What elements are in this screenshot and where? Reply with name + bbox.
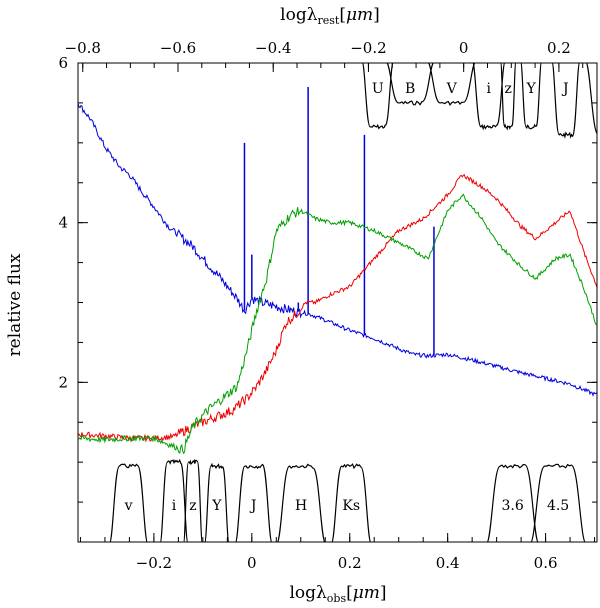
x-tick-label-3: 0.4 — [436, 554, 460, 572]
bottom-filter-label-Ks: Ks — [342, 498, 360, 514]
bottom-filter-label-3.6: 3.6 — [502, 498, 524, 514]
bottom-filter-curve-H — [277, 463, 326, 542]
top-filter-label-z: z — [505, 81, 512, 97]
top-tick-label-2: −0.4 — [255, 39, 291, 57]
top-filter-curve-B — [386, 63, 434, 106]
bottom-filter-curve-Y — [204, 462, 230, 542]
spectra — [78, 86, 597, 455]
bottom-axis-title-unit-open: [ — [346, 583, 353, 603]
bottom-axis-title-unit-close: ] — [380, 583, 387, 603]
bottom-filter-curve-J — [235, 463, 273, 542]
bottom-filter-curve-Ks — [331, 463, 371, 542]
green-spectrum-line — [78, 193, 597, 455]
bottom-filter-curve-v — [109, 463, 148, 542]
y-tick-label-1: 4 — [58, 214, 68, 232]
top-filter-label-i: i — [487, 81, 492, 97]
bottom-axis-title: logλobs[μm] — [289, 583, 386, 605]
bottom-axis-title-symbol: λ — [316, 583, 327, 603]
top-tick-label-0: −0.8 — [65, 39, 101, 57]
x-tick-label-0: −0.2 — [136, 554, 172, 572]
bottom-filter-label-i: i — [172, 498, 177, 514]
top-axis-title-pre: log — [280, 5, 307, 25]
bottom-filter-label-J: J — [249, 498, 257, 514]
blue-spectrum-line — [78, 103, 597, 397]
top-filter-label-V: V — [446, 81, 458, 97]
bottom-filter-label-v: v — [124, 498, 133, 514]
bottom-filter-label-4.5: 4.5 — [547, 498, 569, 514]
y-tick-label-0: 2 — [58, 373, 68, 391]
y-axis-title: relative flux — [5, 253, 25, 356]
top-filter-label-B: B — [405, 81, 415, 97]
bottom-axis-title-subscript: obs — [327, 592, 347, 605]
top-filter-curve-z — [500, 63, 517, 131]
bottom-filter-curve-3.6 — [486, 463, 539, 542]
top-filter-label-J: J — [561, 81, 569, 97]
bottom-filter-label-H: H — [295, 498, 307, 514]
top-filter-curve-i — [472, 63, 506, 131]
top-filter-curve-V — [428, 63, 476, 107]
top-filter-curve-Y — [520, 63, 542, 130]
bottom-filter-curve-4.5 — [530, 463, 586, 542]
x-tick-label-2: 0.2 — [338, 554, 362, 572]
bottom-filter-curve-i — [159, 458, 189, 542]
top-tick-label-5: 0.2 — [547, 39, 571, 57]
top-filter-label-Y: Y — [525, 81, 536, 97]
plot-layer: UBVizYJHvizYJHKs3.64.5−0.200.20.40.6−0.8… — [58, 39, 598, 572]
filter-curves — [109, 63, 597, 542]
top-tick-label-1: −0.6 — [160, 39, 196, 57]
x-tick-label-1: 0 — [247, 554, 257, 572]
top-tick-label-4: 0 — [459, 39, 469, 57]
bottom-axis-title-pre: log — [289, 583, 316, 603]
top-tick-label-3: −0.2 — [350, 39, 386, 57]
top-filter-label-U: U — [372, 81, 384, 97]
bottom-filter-curve-z — [183, 458, 203, 542]
top-axis-title: logλrest[μm] — [280, 5, 380, 27]
bottom-filter-label-z: z — [189, 498, 196, 514]
top-axis-title-subscript: rest — [318, 14, 340, 27]
top-axis-title-unit-close: ] — [373, 5, 380, 25]
bottom-axis-title-unit: μm — [353, 583, 380, 603]
top-axis-title-unit-open: [ — [339, 5, 346, 25]
top-axis-title-unit: μm — [346, 5, 373, 25]
top-filter-curve-U — [362, 63, 394, 130]
top-filter-curve-J — [551, 63, 580, 139]
y-tick-label-2: 6 — [58, 54, 68, 72]
plot-frame — [77, 62, 598, 543]
x-tick-label-4: 0.6 — [534, 554, 558, 572]
top-filter-curve-H — [585, 63, 597, 135]
top-axis-title-symbol: λ — [307, 5, 318, 25]
bottom-filter-label-Y: Y — [211, 498, 222, 514]
red-spectrum-line — [78, 173, 597, 443]
